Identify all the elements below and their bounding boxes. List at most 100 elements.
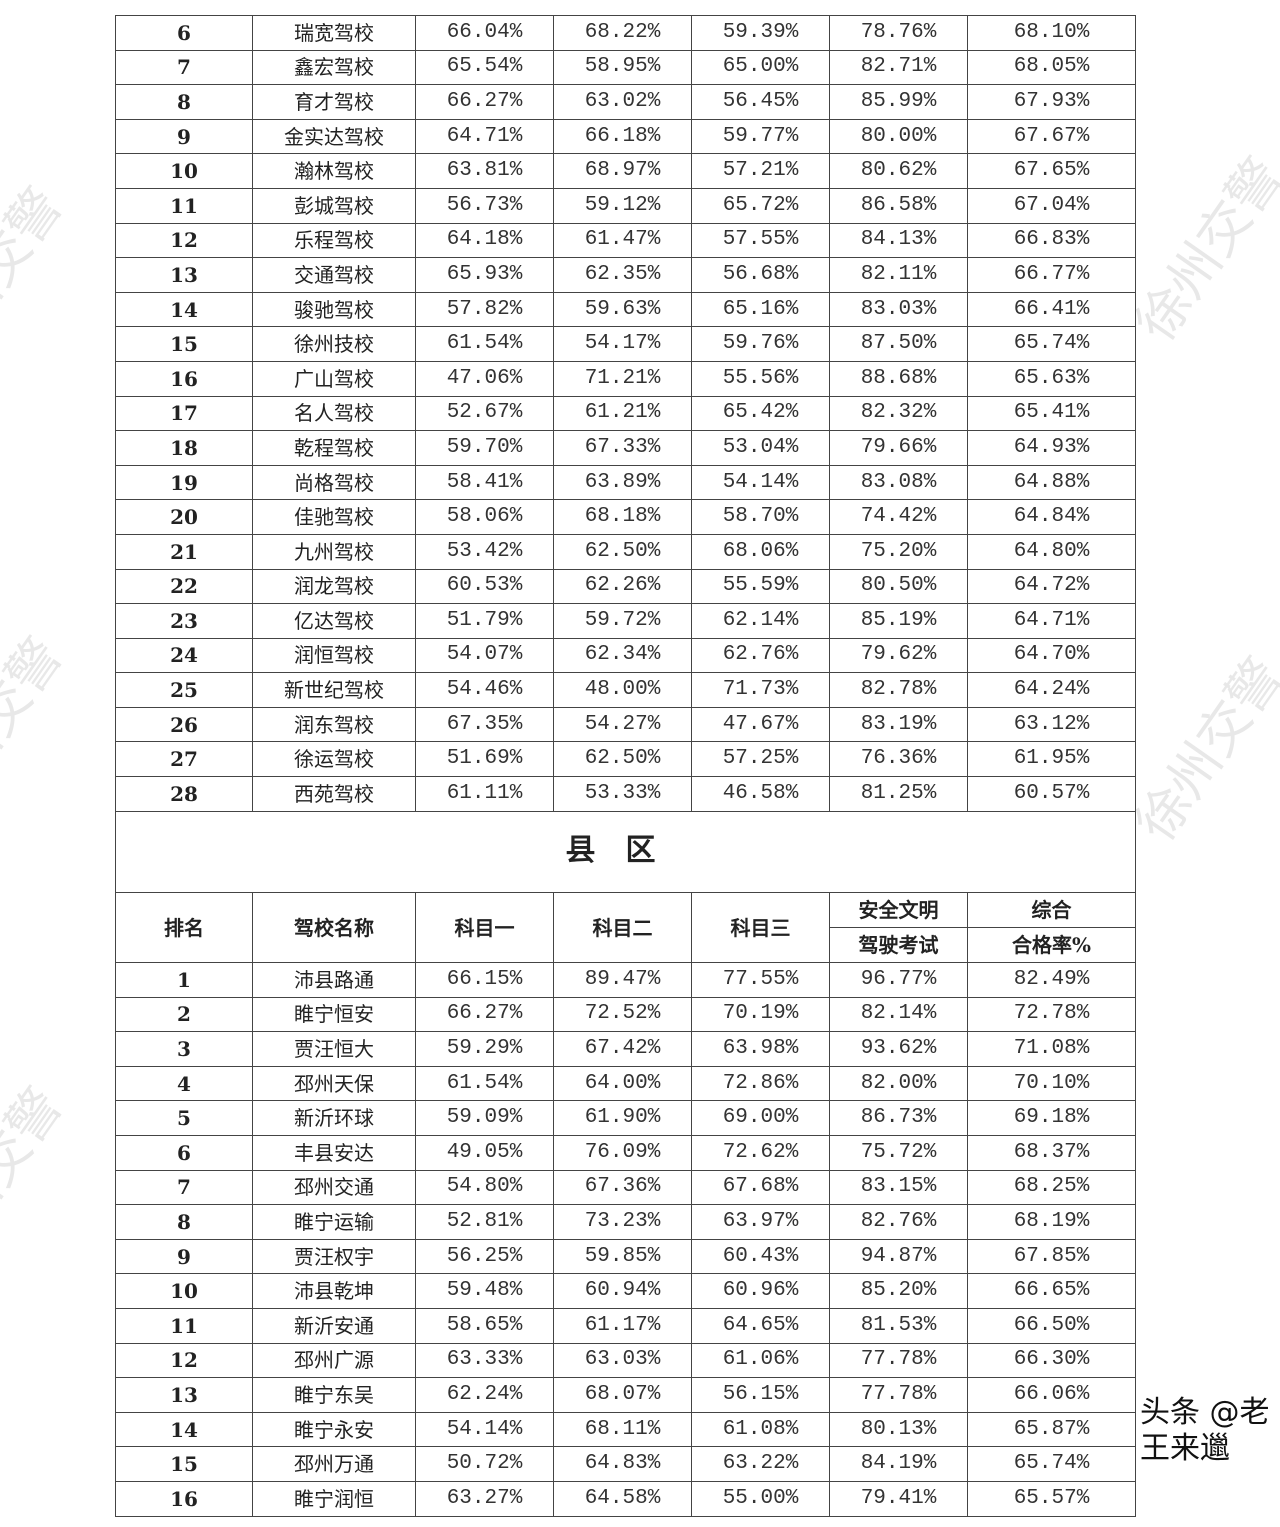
rank-cell: 12 bbox=[115, 1342, 253, 1379]
rate-cell: 68.11% bbox=[553, 1411, 692, 1448]
school-name-cell: 鑫宏驾校 bbox=[252, 49, 416, 86]
school-name-cell: 贾汪权宇 bbox=[252, 1238, 416, 1275]
rate-cell: 62.35% bbox=[553, 257, 692, 293]
rate-cell: 73.23% bbox=[553, 1204, 692, 1240]
rate-cell: 64.65% bbox=[691, 1307, 830, 1344]
watermark-text: 徐州交警 bbox=[1125, 147, 1280, 353]
rank-cell: 4 bbox=[115, 1065, 253, 1102]
rate-cell: 59.72% bbox=[553, 603, 692, 639]
rate-cell: 61.95% bbox=[967, 741, 1136, 778]
table-row: 23 亿达驾校 51.79% 59.72% 62.14% 85.19% 64.71% bbox=[115, 603, 1136, 639]
rate-cell: 80.13% bbox=[829, 1411, 968, 1448]
rank-cell: 10 bbox=[115, 153, 253, 189]
rate-cell: 56.68% bbox=[691, 257, 830, 293]
rank-cell: 13 bbox=[115, 257, 253, 293]
rate-cell: 67.67% bbox=[967, 118, 1136, 155]
table-row: 20 佳驰驾校 58.06% 68.18% 58.70% 74.42% 64.84% bbox=[115, 499, 1136, 535]
rate-cell: 71.73% bbox=[691, 672, 830, 708]
rate-cell: 66.83% bbox=[967, 222, 1136, 259]
rank-cell: 15 bbox=[115, 1446, 253, 1482]
rate-cell: 61.11% bbox=[415, 776, 554, 812]
table-row: 6 瑞宽驾校 66.04% 68.22% 59.39% 78.76% 68.10% bbox=[115, 15, 1136, 51]
rate-cell: 67.04% bbox=[967, 187, 1136, 224]
school-name-cell: 沛县乾坤 bbox=[252, 1273, 416, 1309]
rate-cell: 61.08% bbox=[691, 1411, 830, 1448]
rank-cell: 13 bbox=[115, 1377, 253, 1413]
table-row: 10 沛县乾坤 59.48% 60.94% 60.96% 85.20% 66.65% bbox=[115, 1273, 1137, 1309]
rate-cell: 81.25% bbox=[829, 776, 968, 812]
header-total: 综合 bbox=[966, 892, 1137, 928]
rate-cell: 65.41% bbox=[967, 395, 1136, 432]
watermark-text: 徐州交警 bbox=[0, 1077, 75, 1283]
rate-cell: 56.73% bbox=[415, 187, 554, 224]
rate-cell: 62.26% bbox=[553, 568, 692, 605]
rate-cell: 74.42% bbox=[829, 499, 968, 535]
rate-cell: 79.62% bbox=[829, 637, 968, 674]
school-name-cell: 丰县安达 bbox=[252, 1134, 416, 1171]
rate-cell: 81.53% bbox=[829, 1307, 968, 1344]
rate-cell: 62.14% bbox=[691, 603, 830, 639]
rate-cell: 65.72% bbox=[691, 187, 830, 224]
rate-cell: 67.85% bbox=[966, 1238, 1137, 1275]
table-row: 17 名人驾校 52.67% 61.21% 65.42% 82.32% 65.41% bbox=[115, 395, 1136, 432]
rate-cell: 63.27% bbox=[415, 1480, 554, 1517]
rank-cell: 24 bbox=[115, 637, 253, 674]
table-row: 19 尚格驾校 58.41% 63.89% 54.14% 83.08% 64.88% bbox=[115, 464, 1136, 501]
rate-cell: 60.53% bbox=[415, 568, 554, 605]
header-safe: 安全文明 bbox=[829, 892, 968, 928]
header-total-2: 合格率% bbox=[966, 927, 1137, 963]
table-row: 27 徐运驾校 51.69% 62.50% 57.25% 76.36% 61.95% bbox=[115, 741, 1136, 778]
rate-cell: 47.67% bbox=[691, 706, 830, 743]
rate-cell: 60.57% bbox=[967, 776, 1136, 812]
rate-cell: 59.39% bbox=[691, 15, 830, 51]
rate-cell: 71.21% bbox=[553, 360, 692, 397]
table-row: 10 瀚林驾校 63.81% 68.97% 57.21% 80.62% 67.65% bbox=[115, 153, 1136, 189]
rate-cell: 85.19% bbox=[829, 603, 968, 639]
rate-cell: 65.42% bbox=[691, 395, 830, 432]
school-name-cell: 邳州万通 bbox=[252, 1446, 416, 1482]
county-ranking-table: 县区 排名 驾校名称 科目一 科目二 科目三 安全文明 综合 驾驶考试 合格率%… bbox=[114, 810, 1137, 1517]
school-name-cell: 睢宁恒安 bbox=[252, 996, 416, 1033]
table-row: 22 润龙驾校 60.53% 62.26% 55.59% 80.50% 64.72% bbox=[115, 568, 1136, 605]
rate-cell: 66.18% bbox=[553, 118, 692, 155]
rate-cell: 63.03% bbox=[553, 1342, 692, 1379]
rate-cell: 67.65% bbox=[967, 153, 1136, 189]
rank-cell: 10 bbox=[115, 1273, 253, 1309]
city-ranking-table: 6 瑞宽驾校 66.04% 68.22% 59.39% 78.76% 68.10% 7 鑫宏驾校… bbox=[115, 15, 1136, 812]
rate-cell: 57.21% bbox=[691, 153, 830, 189]
rate-cell: 61.21% bbox=[553, 395, 692, 432]
school-name-cell: 邳州天保 bbox=[252, 1065, 416, 1102]
table-row: 11 彭城驾校 56.73% 59.12% 65.72% 86.58% 67.04% bbox=[115, 187, 1136, 224]
rate-cell: 55.56% bbox=[691, 360, 830, 397]
rate-cell: 85.20% bbox=[829, 1273, 968, 1309]
rate-cell: 64.80% bbox=[967, 533, 1136, 570]
rate-cell: 53.33% bbox=[553, 776, 692, 812]
rate-cell: 64.83% bbox=[553, 1446, 692, 1482]
school-name-cell: 广山驾校 bbox=[252, 360, 416, 397]
header-name: 驾校名称 bbox=[252, 892, 416, 963]
table-row: 18 乾程驾校 59.70% 67.33% 53.04% 79.66% 64.93% bbox=[115, 430, 1136, 466]
rate-cell: 63.33% bbox=[415, 1342, 554, 1379]
rate-cell: 68.07% bbox=[553, 1377, 692, 1413]
rate-cell: 69.00% bbox=[691, 1100, 830, 1136]
rate-cell: 66.77% bbox=[967, 257, 1136, 293]
rate-cell: 58.06% bbox=[415, 499, 554, 535]
school-name-cell: 新沂环球 bbox=[252, 1100, 416, 1136]
rate-cell: 60.43% bbox=[691, 1238, 830, 1275]
rate-cell: 68.06% bbox=[691, 533, 830, 570]
rank-cell: 28 bbox=[115, 776, 253, 812]
rate-cell: 65.74% bbox=[967, 326, 1136, 362]
rate-cell: 64.93% bbox=[967, 430, 1136, 466]
rate-cell: 67.35% bbox=[415, 706, 554, 743]
rate-cell: 51.69% bbox=[415, 741, 554, 778]
rate-cell: 65.74% bbox=[966, 1446, 1137, 1482]
rate-cell: 65.00% bbox=[691, 49, 830, 86]
school-name-cell: 乐程驾校 bbox=[252, 222, 416, 259]
rate-cell: 63.81% bbox=[415, 153, 554, 189]
rate-cell: 67.93% bbox=[967, 84, 1136, 120]
rank-cell: 6 bbox=[115, 1134, 253, 1171]
school-name-cell: 瀚林驾校 bbox=[252, 153, 416, 189]
rate-cell: 68.22% bbox=[553, 15, 692, 51]
rate-cell: 62.76% bbox=[691, 637, 830, 674]
rate-cell: 82.11% bbox=[829, 257, 968, 293]
